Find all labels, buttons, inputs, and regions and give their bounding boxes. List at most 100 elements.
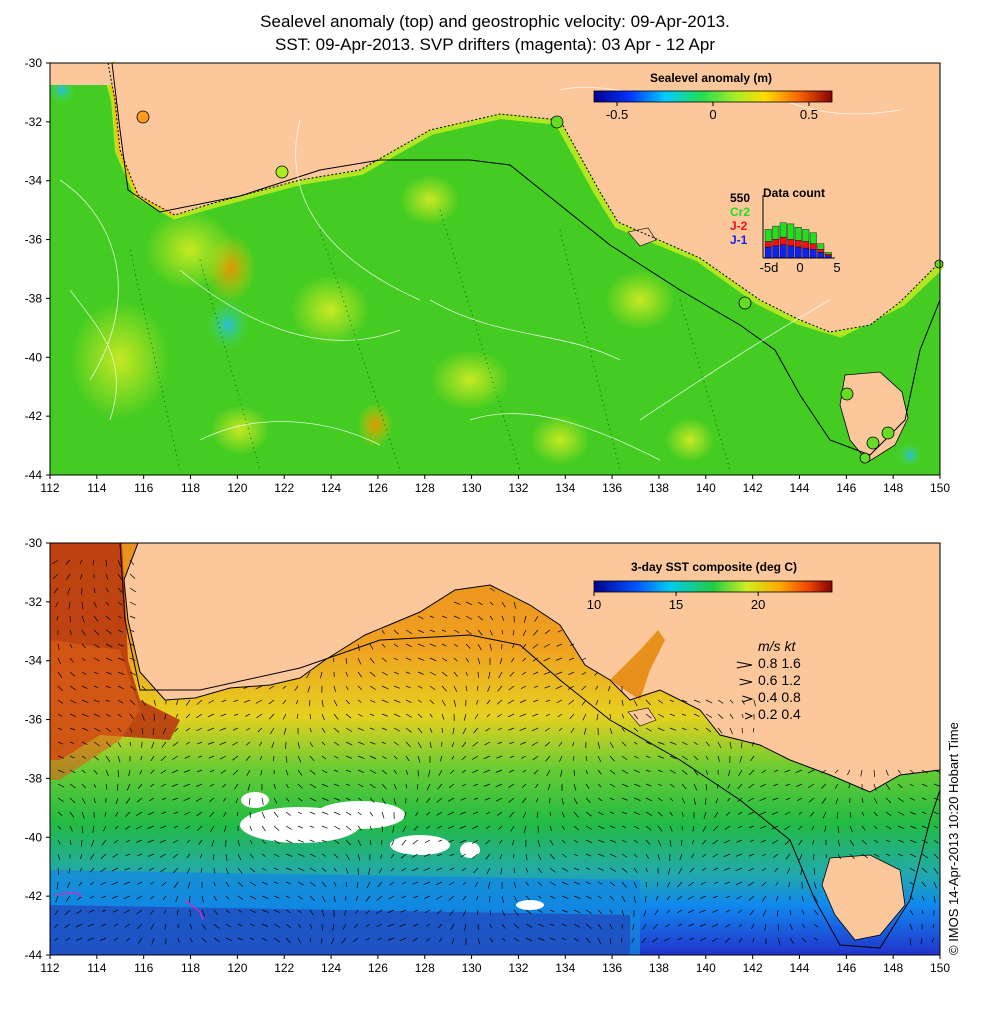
velocity-legend-header: m/s kt xyxy=(758,638,796,654)
sst-y-tick--30: -30 xyxy=(25,536,43,550)
sst-colorbar-title: 3-day SST composite (deg C) xyxy=(631,560,797,574)
sla-y-tick--40: -40 xyxy=(25,350,43,364)
data-count-series-j-1: J-1 xyxy=(730,233,748,247)
sst-axis-labels: 112 114 116 118 120 122 124 126 128 130 132 134 136 1… xyxy=(25,536,951,975)
sla-y-tick--44: -44 xyxy=(25,468,43,482)
sst-x-tick-132: 132 xyxy=(508,961,528,975)
sla-y-tick--42: -42 xyxy=(25,409,43,423)
sla-x-tick-136: 136 xyxy=(602,481,622,495)
sst-x-tick-126: 126 xyxy=(368,961,388,975)
sla-x-tick-116: 116 xyxy=(134,481,153,495)
sla-land-kangaroo-island xyxy=(627,227,657,247)
sst-y-tick--40: -40 xyxy=(25,830,43,844)
sst-x-tick-144: 144 xyxy=(789,961,809,975)
sst-x-tick-136: 136 xyxy=(602,961,622,975)
sla-colorbar-tick-2: 0.5 xyxy=(800,107,818,122)
sst-x-tick-134: 134 xyxy=(555,961,575,975)
data-count-bars xyxy=(762,195,835,259)
sla-land-mainland xyxy=(50,63,940,332)
sla-y-tick--36: -36 xyxy=(25,233,43,247)
sst-x-tick-112: 112 xyxy=(40,961,59,975)
sla-x-tick-130: 130 xyxy=(462,481,482,495)
sla-y-tick--34: -34 xyxy=(25,174,43,188)
sla-x-tick-114: 114 xyxy=(87,481,106,495)
sst-x-tick-118: 118 xyxy=(181,961,200,975)
sla-dotted-contours xyxy=(129,209,731,471)
sst-x-tick-150: 150 xyxy=(930,961,950,975)
sst-colorbar-tick-0: 10 xyxy=(587,597,601,612)
sst-x-tick-146: 146 xyxy=(836,961,856,975)
sst-cloud-mask xyxy=(240,792,544,910)
sst-colorbar xyxy=(593,580,833,593)
velocity-legend-arrow-1 xyxy=(739,678,753,686)
sla-x-tick-132: 132 xyxy=(508,481,528,495)
sla-x-tick-140: 140 xyxy=(696,481,716,495)
sla-coastline xyxy=(107,62,941,333)
sla-x-tick-112: 112 xyxy=(40,481,59,495)
sla-x-tick-142: 142 xyxy=(743,481,763,495)
velocity-legend-arrow-2 xyxy=(742,695,754,703)
sla-anomaly-patches xyxy=(48,76,922,467)
sla-y-tick--32: -32 xyxy=(25,115,43,129)
sst-svp-drifters xyxy=(54,891,204,921)
sst-y-tick--34: -34 xyxy=(25,654,43,668)
sla-x-tick-124: 124 xyxy=(321,481,341,495)
velocity-legend-arrow-0 xyxy=(736,661,753,669)
sst-y-tick--32: -32 xyxy=(25,595,43,609)
sst-panel: 3-day SST composite (deg C) 10 15 20 m/s k… xyxy=(49,542,941,956)
data-count-series-cr2: Cr2 xyxy=(730,205,750,219)
sst-y-tick--38: -38 xyxy=(25,771,43,785)
velocity-legend: m/s kt 0.8 1.60.6 1.20.4 0.80.2 0.4 xyxy=(736,638,801,722)
figure-title-line-1: Sealevel anomaly (top) and geostrophic v… xyxy=(260,12,730,31)
sst-x-tick-142: 142 xyxy=(743,961,763,975)
velocity-legend-row-1: 0.6 1.2 xyxy=(758,672,801,688)
sla-x-tick-144: 144 xyxy=(789,481,809,495)
velocity-legend-row-3: 0.2 0.4 xyxy=(758,706,801,722)
sla-colorbar-tick-1: 0 xyxy=(709,107,716,122)
sst-colorbar-tick-1: 15 xyxy=(669,597,683,612)
credit-text: © IMOS 14-Apr-2013 10:20 Hobart Time xyxy=(946,722,961,955)
sla-x-tick-148: 148 xyxy=(883,481,903,495)
sst-x-tick-148: 148 xyxy=(883,961,903,975)
sla-x-tick-126: 126 xyxy=(368,481,388,495)
data-count-title: Data count xyxy=(763,186,825,200)
sst-x-tick-114: 114 xyxy=(87,961,106,975)
sst-x-tick-120: 120 xyxy=(227,961,247,975)
sst-x-tick-130: 130 xyxy=(462,961,482,975)
sst-colorbar-ticks: 10 15 20 xyxy=(587,592,765,612)
sst-x-tick-122: 122 xyxy=(274,961,294,975)
data-count-max: 550 xyxy=(730,191,750,205)
sla-shelf-contour xyxy=(111,62,941,456)
sst-frame xyxy=(49,542,941,956)
sst-colorbar-tick-2: 20 xyxy=(751,597,765,612)
sla-x-tick-146: 146 xyxy=(836,481,856,495)
sla-colorbar-tick-0: -0.5 xyxy=(606,107,628,122)
sla-x-tick-118: 118 xyxy=(181,481,200,495)
sla-axis-labels: 112 114 116 118 120 122 124 126 128 130 132 134 136 1… xyxy=(25,56,951,495)
sst-x-tick-140: 140 xyxy=(696,961,716,975)
data-count-series-j-2: J-2 xyxy=(730,219,748,233)
sla-colorbar-title: Sealevel anomaly (m) xyxy=(650,71,772,85)
sst-x-tick-124: 124 xyxy=(321,961,341,975)
data-count-x-tick-0: -5d xyxy=(760,260,779,275)
sla-x-tick-128: 128 xyxy=(415,481,435,495)
sst-velocity-arrows xyxy=(52,559,941,945)
sla-x-tick-120: 120 xyxy=(227,481,247,495)
sst-coastline xyxy=(122,542,941,793)
sla-y-tick--30: -30 xyxy=(25,56,43,70)
sst-y-tick--36: -36 xyxy=(25,713,43,727)
sla-panel: Sealevel anomaly (m) -0.5 0 0.5 Data count… xyxy=(48,61,945,476)
data-count-x-tick-1: 0 xyxy=(796,260,803,275)
sla-colorbar-ticks: -0.5 0 0.5 xyxy=(606,102,818,122)
sst-land-mainland xyxy=(124,543,940,792)
sla-tide-gauges xyxy=(136,110,944,464)
sst-y-tick--42: -42 xyxy=(25,889,43,903)
sla-frame xyxy=(49,62,941,476)
sst-land-tasmania xyxy=(821,854,906,941)
sla-x-tick-134: 134 xyxy=(555,481,575,495)
figure-title-line-2: SST: 09-Apr-2013. SVP drifters (magenta)… xyxy=(274,35,716,54)
sla-x-tick-138: 138 xyxy=(649,481,669,495)
velocity-legend-row-2: 0.4 0.8 xyxy=(758,689,801,705)
